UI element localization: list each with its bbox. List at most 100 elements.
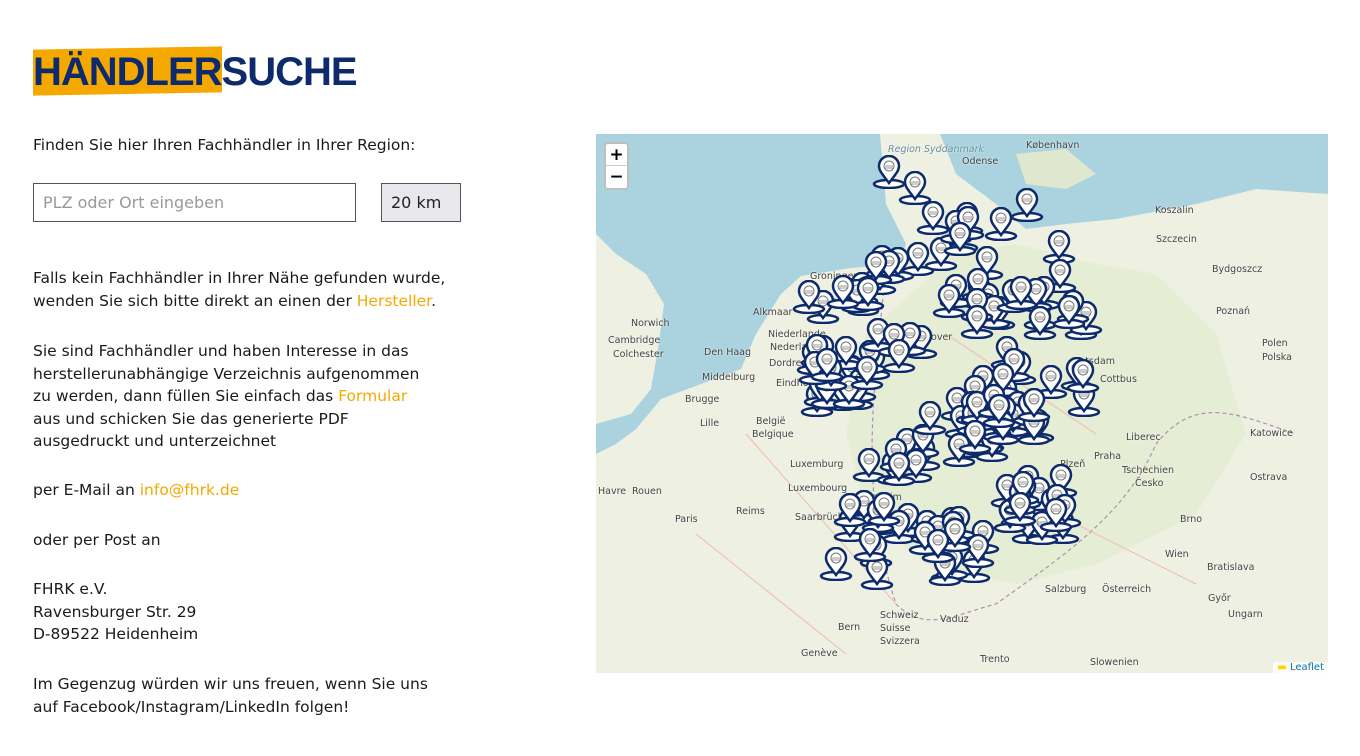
dealer-marker[interactable] xyxy=(1007,188,1047,223)
map-place-label: Poznań xyxy=(1216,306,1251,317)
map-pin-icon xyxy=(833,492,866,527)
dealer-marker[interactable] xyxy=(955,420,995,455)
map-place-label: Bydgoszcz xyxy=(1212,264,1263,275)
dealer-marker[interactable] xyxy=(1020,305,1060,340)
map-pin-icon xyxy=(943,222,977,257)
dealer-marker[interactable] xyxy=(823,274,863,309)
dealer-marker[interactable] xyxy=(879,338,919,373)
email-link[interactable]: info@fhrk.de xyxy=(139,481,240,499)
register-paragraph: Sie sind Fachhändler und haben Interesse… xyxy=(33,342,420,450)
dealer-marker[interactable] xyxy=(849,447,889,482)
dealer-marker[interactable] xyxy=(958,533,998,568)
form-link[interactable]: Formular xyxy=(338,387,408,405)
map-pin-icon xyxy=(793,279,826,314)
map-pin-icon xyxy=(960,304,993,339)
map-place-label: Trento xyxy=(980,654,1010,665)
map-pin-icon xyxy=(810,347,844,382)
dealer-marker[interactable] xyxy=(1031,364,1071,399)
map-pin-icon xyxy=(1040,498,1073,533)
dealer-marker[interactable] xyxy=(895,171,935,206)
dealer-marker[interactable] xyxy=(807,347,847,382)
map-pin-icon xyxy=(983,394,1016,429)
map-pin-icon xyxy=(1066,359,1100,394)
dealer-marker[interactable] xyxy=(857,556,897,591)
leaflet-attribution[interactable]: ▬ Leaflet xyxy=(1273,662,1328,673)
map-place-label: Paris xyxy=(675,514,698,525)
map-place-label: Le Havre xyxy=(596,486,627,497)
dealer-marker[interactable] xyxy=(918,529,958,564)
map-pin-icon xyxy=(913,401,946,436)
dealer-marker[interactable] xyxy=(1036,498,1076,533)
dealer-marker[interactable] xyxy=(1001,275,1041,310)
map-place-label: Norwich xyxy=(631,318,670,329)
map-place-label: Saarbrücken xyxy=(795,512,855,523)
map-place-label: Luxemburg xyxy=(790,459,844,470)
dealer-marker[interactable] xyxy=(1039,230,1079,265)
dealer-marker[interactable] xyxy=(847,355,887,390)
map-pin-icon xyxy=(853,447,886,482)
dealer-marker[interactable] xyxy=(940,222,980,257)
map-pin-icon xyxy=(961,533,995,568)
map-pin-icon xyxy=(882,452,916,487)
dealer-marker[interactable] xyxy=(879,452,919,487)
map-pin-icon xyxy=(867,492,900,527)
map-place-label: Polska xyxy=(1262,352,1292,363)
map-place-label: Ostrava xyxy=(1250,472,1288,483)
dealer-marker[interactable] xyxy=(1049,294,1089,329)
map-place-label: Middelburg xyxy=(702,372,756,383)
dealer-marker[interactable] xyxy=(830,492,870,527)
map-place-label: Nederland xyxy=(770,342,820,353)
map-place-label: Österreich xyxy=(1102,584,1152,595)
map-pin-icon xyxy=(1004,492,1037,527)
map-place-label: Genève xyxy=(801,648,838,659)
map-pin-icon xyxy=(1034,364,1068,399)
zoom-out-button[interactable]: − xyxy=(609,167,624,187)
social-paragraph: Im Gegenzug würden wir uns freuen, wenn … xyxy=(33,675,428,716)
map-place-label: Katowice xyxy=(1250,428,1293,439)
dealer-marker[interactable] xyxy=(929,283,969,318)
map-place-label: København xyxy=(1026,140,1080,151)
map-place-label: Odense xyxy=(962,156,999,167)
dealer-marker[interactable] xyxy=(816,547,856,582)
map-pin-icon xyxy=(917,200,950,235)
map-place-label: Den Haag xyxy=(704,347,752,358)
address: FHRK e.V. Ravensburger Str. 29 D-89522 Hei… xyxy=(33,580,199,643)
map-pin-icon xyxy=(1005,275,1038,310)
dealer-marker[interactable] xyxy=(850,527,890,562)
dealer-marker[interactable] xyxy=(1063,359,1103,394)
dealer-marker[interactable] xyxy=(957,304,997,339)
map-pin-icon xyxy=(958,420,992,455)
map-place-label: Groningen xyxy=(810,271,860,282)
intro-text: Finden Sie hier Ihren Fachhändler in Ihr… xyxy=(33,136,416,154)
dealer-marker[interactable] xyxy=(1014,388,1054,423)
radius-select[interactable]: 20 km xyxy=(381,183,461,222)
zoom-in-button[interactable]: + xyxy=(606,144,627,166)
dealer-marker[interactable] xyxy=(1000,492,1040,527)
map-place-label: Plzeň xyxy=(1060,459,1086,470)
map-pin-icon xyxy=(826,274,860,309)
zoom-control: + − xyxy=(604,142,629,190)
dealer-marker[interactable] xyxy=(898,242,938,277)
map-place-label: Ungarn xyxy=(1228,609,1263,620)
map-pin-icon xyxy=(883,338,916,373)
dealer-marker[interactable] xyxy=(910,401,950,436)
dealer-marker[interactable] xyxy=(921,237,961,272)
dealer-marker[interactable] xyxy=(864,492,904,527)
map-place-label: Brno xyxy=(1180,514,1203,525)
map-place-label: Rouen xyxy=(632,486,662,497)
dealer-marker[interactable] xyxy=(979,394,1019,429)
map-place-label: Lille xyxy=(700,418,720,429)
dealer-marker[interactable] xyxy=(848,277,888,312)
map-pin-icon xyxy=(860,556,894,591)
location-search-input[interactable]: PLZ oder Ort eingeben xyxy=(33,183,356,222)
map-place-label: Wien xyxy=(1165,549,1189,560)
dealer-marker[interactable] xyxy=(869,155,909,190)
map-pin-icon xyxy=(985,206,1018,241)
dealer-marker[interactable] xyxy=(913,200,953,235)
map-place-label: Svizzera xyxy=(880,636,920,647)
dealer-map[interactable]: Region Syddanmark Odense København Groninge… xyxy=(596,134,1328,673)
map-place-label: Suisse xyxy=(880,623,911,634)
dealer-marker[interactable] xyxy=(789,279,829,314)
dealer-marker[interactable] xyxy=(981,206,1021,241)
manufacturer-link[interactable]: Hersteller xyxy=(356,291,432,310)
